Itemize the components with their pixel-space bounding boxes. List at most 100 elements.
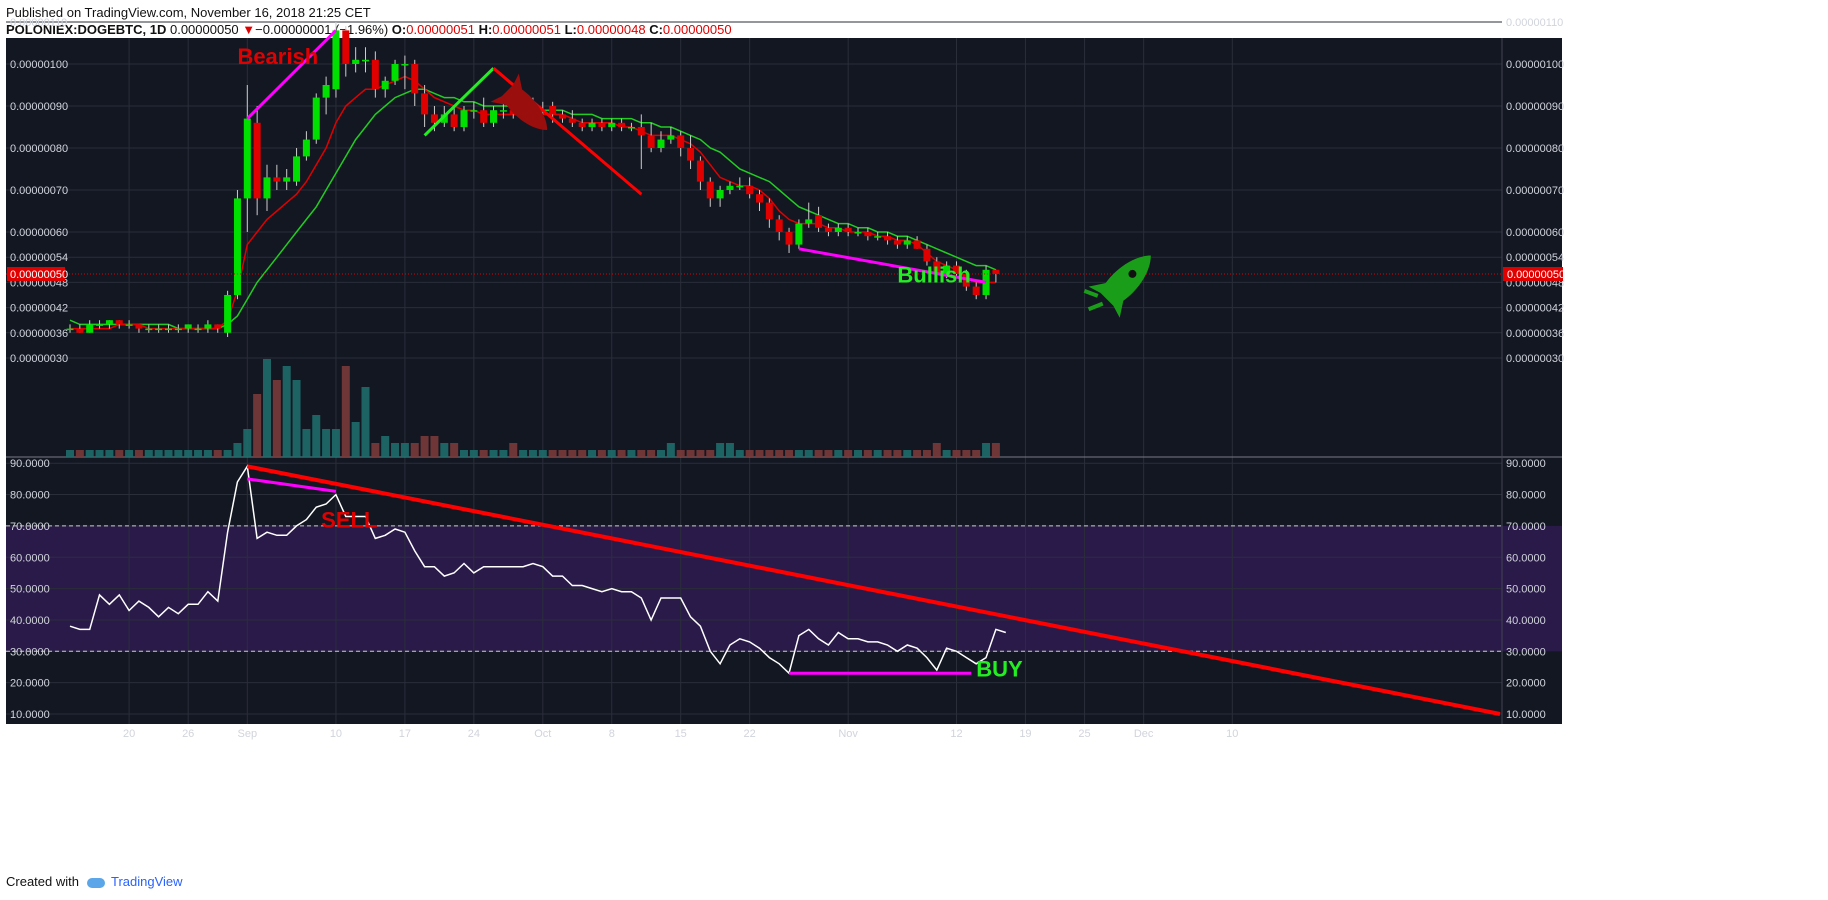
candle-body: [293, 156, 301, 182]
rsi-tick-label-right: 30.0000: [1506, 646, 1546, 658]
candle-body: [460, 110, 468, 127]
price-tick-label-left: 0.00000054: [10, 252, 68, 264]
candle-body: [362, 59, 369, 62]
volume-bar: [292, 380, 301, 457]
candle-body: [608, 122, 616, 127]
price-tick-label-right: 0.00000100: [1506, 59, 1564, 71]
volume-bar: [519, 450, 528, 457]
rsi-tick-label-left: 20.0000: [10, 678, 50, 690]
candle-body: [105, 320, 113, 325]
candle-body: [637, 127, 645, 136]
volume-bar: [716, 443, 725, 457]
footer: Created with TradingView: [6, 874, 183, 889]
volume-bar: [657, 450, 665, 457]
volume-bar: [647, 450, 656, 457]
volume-bar: [391, 443, 400, 457]
rsi-tick-label-left: 70.0000: [10, 521, 50, 533]
candle-body: [549, 106, 557, 115]
candle-body: [805, 219, 813, 224]
volume-bar: [873, 450, 882, 457]
candle-body: [687, 148, 695, 161]
volume-bar: [410, 443, 419, 457]
candle-body: [903, 240, 911, 245]
volume-bar: [962, 450, 971, 457]
volume-bar: [676, 450, 685, 457]
volume-bar: [361, 387, 370, 457]
volume-bar: [85, 450, 94, 457]
last-price-label-right: 0.00000050: [1507, 269, 1565, 281]
volume-bar: [696, 450, 705, 457]
volume-bar: [617, 450, 626, 457]
candle-body: [953, 265, 960, 274]
volume-bar: [666, 443, 675, 457]
rsi-tick-label-right: 70.0000: [1506, 521, 1546, 533]
candle-body: [243, 118, 251, 199]
rocket-fin: [490, 73, 524, 106]
candle-body: [322, 85, 330, 98]
low-label: L:: [564, 22, 577, 37]
candle-body: [194, 328, 202, 331]
rsi-line: [69, 464, 1007, 675]
rocket-body: [501, 84, 548, 131]
price-tick-label-left: 0.00000030: [10, 353, 68, 365]
volume-bar: [312, 415, 321, 457]
candle-body: [568, 118, 576, 123]
volume-bar: [913, 450, 922, 457]
volume-bar: [154, 450, 163, 457]
volume-bar: [331, 429, 340, 457]
volume-bar: [213, 450, 222, 457]
rsi-tick-label-right: 80.0000: [1506, 490, 1546, 502]
last-price-badge-left: [7, 267, 65, 281]
bullish-label: Bullish: [897, 262, 970, 287]
price-tick-label-right: 0.00000110: [1506, 17, 1563, 29]
x-tick-label: 8: [609, 728, 615, 740]
price-tick-label-left: 0.00000080: [10, 143, 68, 155]
last-price-label-left: 0.00000050: [10, 269, 68, 281]
volume-bar: [588, 450, 597, 457]
volume-bar: [982, 443, 991, 457]
volume-bar: [804, 450, 813, 457]
high-value: 0.00000051: [492, 22, 561, 37]
volume-bar: [893, 450, 902, 457]
candle-body: [76, 328, 84, 333]
volume-bar: [351, 422, 360, 457]
volume-bar: [558, 450, 567, 457]
candle-body: [834, 227, 842, 232]
volume-bar: [607, 450, 616, 457]
volume-bar: [627, 450, 636, 457]
candle-body: [411, 64, 419, 94]
candle-body: [332, 30, 340, 90]
volume-bar: [164, 450, 173, 457]
x-tick-label: 20: [123, 728, 135, 740]
volume-bar: [991, 443, 1000, 457]
volume-bar: [942, 450, 951, 457]
rsi-tick-label-right: 10.0000: [1506, 709, 1546, 721]
candle-body: [115, 320, 123, 325]
x-tick-label: Oct: [534, 728, 551, 740]
candle-body: [844, 227, 852, 232]
volume-bar: [174, 450, 183, 457]
rsi-tick-label-right: 90.0000: [1506, 458, 1546, 470]
open-label: O:: [391, 22, 407, 37]
tradingview-logo-icon: [86, 877, 105, 888]
candle-body: [578, 122, 586, 127]
volume-bar: [144, 450, 153, 457]
volume-bar: [430, 436, 439, 457]
candle-body: [864, 232, 872, 237]
rocket-body: [1100, 255, 1151, 306]
candle-body: [765, 202, 773, 220]
candle-body: [352, 59, 360, 64]
candle-body: [263, 177, 271, 199]
candle-body: [450, 114, 458, 127]
candle-body: [933, 261, 941, 274]
candle-body: [86, 324, 94, 333]
rsi-tick-label-right: 20.0000: [1506, 678, 1546, 690]
rsi-tick-label-left: 10.0000: [10, 709, 50, 721]
candle-body: [854, 232, 862, 234]
volume-bar: [450, 443, 459, 457]
candle-body: [480, 110, 488, 123]
buy-label: BUY: [976, 656, 1023, 681]
rsi-tick-label-left: 80.0000: [10, 490, 50, 502]
volume-bar: [932, 443, 941, 457]
